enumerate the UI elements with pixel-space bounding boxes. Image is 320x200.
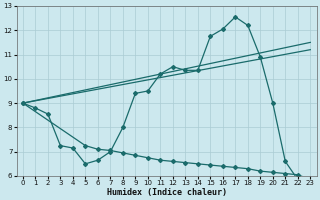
X-axis label: Humidex (Indice chaleur): Humidex (Indice chaleur): [107, 188, 227, 197]
